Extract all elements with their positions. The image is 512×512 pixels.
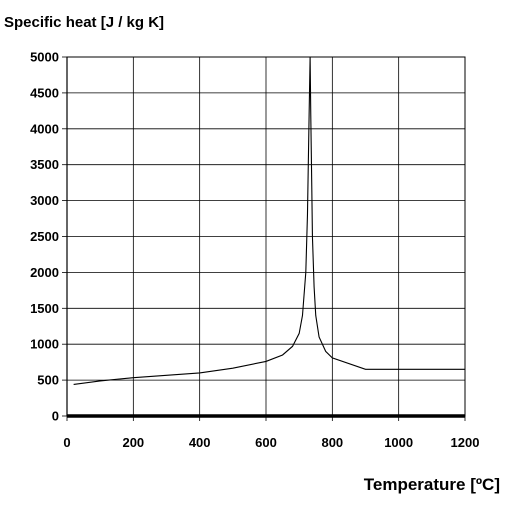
x-tick-label-0: 0 xyxy=(63,435,70,450)
y-tick-labels: 0 500 1000 1500 2000 2500 3000 3500 4000 4500 5000 xyxy=(30,50,59,424)
y-tick-label-0: 0 xyxy=(52,409,59,424)
y-tick-label-2000: 2000 xyxy=(30,265,59,280)
x-tick-label-600: 600 xyxy=(255,435,277,450)
y-tick-label-5000: 5000 xyxy=(30,50,59,65)
series-group xyxy=(73,56,465,385)
y-tick-label-500: 500 xyxy=(37,373,59,388)
x-tick-label-1200: 1200 xyxy=(451,435,480,450)
x-tick-label-800: 800 xyxy=(321,435,343,450)
y-tick-label-4000: 4000 xyxy=(30,121,59,136)
y-tick-label-3000: 3000 xyxy=(30,193,59,208)
x-tick-labels: 0 200 400 600 800 1000 1200 xyxy=(63,435,479,450)
y-tick-label-1000: 1000 xyxy=(30,337,59,352)
x-axis-title: Temperature [ºC] xyxy=(364,475,500,494)
x-tick-label-200: 200 xyxy=(122,435,144,450)
y-axis-title: Specific heat [J / kg K] xyxy=(4,14,164,31)
y-tick-label-3500: 3500 xyxy=(30,157,59,172)
grid xyxy=(62,56,466,421)
y-tick-label-2500: 2500 xyxy=(30,229,59,244)
y-tick-label-4500: 4500 xyxy=(30,85,59,100)
x-tick-label-1000: 1000 xyxy=(384,435,413,450)
series-line-1 xyxy=(73,56,465,385)
x-tick-label-400: 400 xyxy=(189,435,211,450)
plot-frame xyxy=(66,56,466,418)
y-tick-label-1500: 1500 xyxy=(30,301,59,316)
